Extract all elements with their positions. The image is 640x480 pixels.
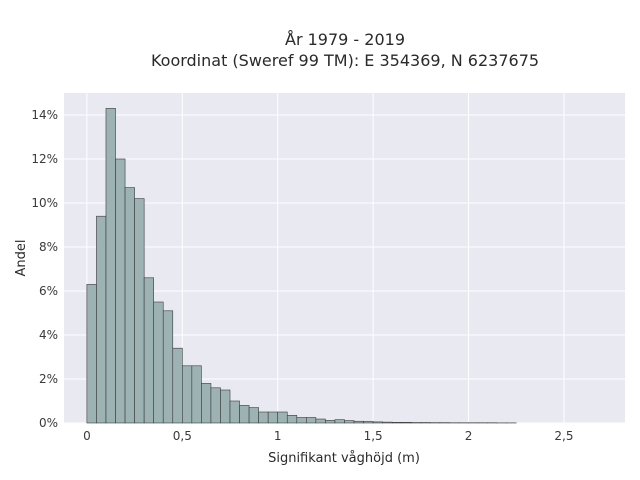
y-axis-title: Andel <box>14 240 29 277</box>
histogram-bar <box>96 215 107 424</box>
histogram-bar <box>172 347 183 424</box>
bars-group <box>86 108 517 424</box>
y-tick-label: 0% <box>39 416 58 430</box>
y-tick-label: 2% <box>39 372 58 386</box>
histogram-bar <box>220 389 231 424</box>
x-tick-labels: 0 0,5 1 1,5 2 2,5 <box>83 429 573 443</box>
x-tick-label: 1,5 <box>364 429 383 443</box>
histogram-bar <box>391 422 403 424</box>
x-tick-label: 2,5 <box>554 429 573 443</box>
histogram-bar <box>134 198 145 424</box>
histogram-bar <box>315 418 326 424</box>
x-tick-label: 0 <box>83 429 91 443</box>
histogram-bar <box>162 310 174 424</box>
histogram-bar <box>267 411 279 424</box>
histogram-bar <box>201 383 212 424</box>
x-tick-label: 0,5 <box>173 429 192 443</box>
y-tick-label: 4% <box>39 328 58 342</box>
x-axis-title: Signifikant våghöjd (m) <box>268 451 420 466</box>
histogram-bar <box>306 417 317 424</box>
histogram-bar <box>372 421 383 424</box>
histogram-bar <box>363 421 374 424</box>
x-tick-label: 1 <box>274 429 282 443</box>
histogram-bar <box>115 158 126 424</box>
histogram-bar <box>325 420 336 424</box>
histogram-bar <box>239 405 250 424</box>
histogram-bar <box>258 411 269 424</box>
histogram-bar <box>229 400 240 424</box>
histogram-bar <box>277 411 288 424</box>
histogram-bar <box>105 108 116 424</box>
chart-title-line-1: År 1979 - 2019 <box>285 30 405 49</box>
histogram-bar <box>334 419 345 424</box>
histogram-bar <box>124 187 135 424</box>
y-tick-label: 6% <box>39 284 58 298</box>
y-tick-label: 12% <box>31 152 58 166</box>
histogram-bar <box>296 417 307 424</box>
y-tick-label: 10% <box>31 196 58 210</box>
histogram-bar <box>143 277 154 424</box>
histogram-bar <box>86 284 97 424</box>
histogram-bar <box>210 387 221 424</box>
y-tick-label: 8% <box>39 240 58 254</box>
histogram-bar <box>286 414 298 424</box>
x-tick-label: 2 <box>465 429 473 443</box>
histogram-bar <box>248 407 259 424</box>
histogram-bar <box>182 365 193 424</box>
histogram-bar <box>401 422 412 424</box>
histogram-bar <box>344 420 355 424</box>
y-tick-label: 14% <box>31 108 58 122</box>
histogram-bar <box>191 365 202 424</box>
y-tick-labels: 0% 2% 4% 6% 8% 10% 12% 14% <box>31 108 58 430</box>
chart-title-line-2: Koordinat (Sweref 99 TM): E 354369, N 62… <box>151 51 539 70</box>
histogram-bar <box>382 421 393 424</box>
histogram-bar <box>353 420 364 424</box>
histogram-bar <box>153 301 164 424</box>
